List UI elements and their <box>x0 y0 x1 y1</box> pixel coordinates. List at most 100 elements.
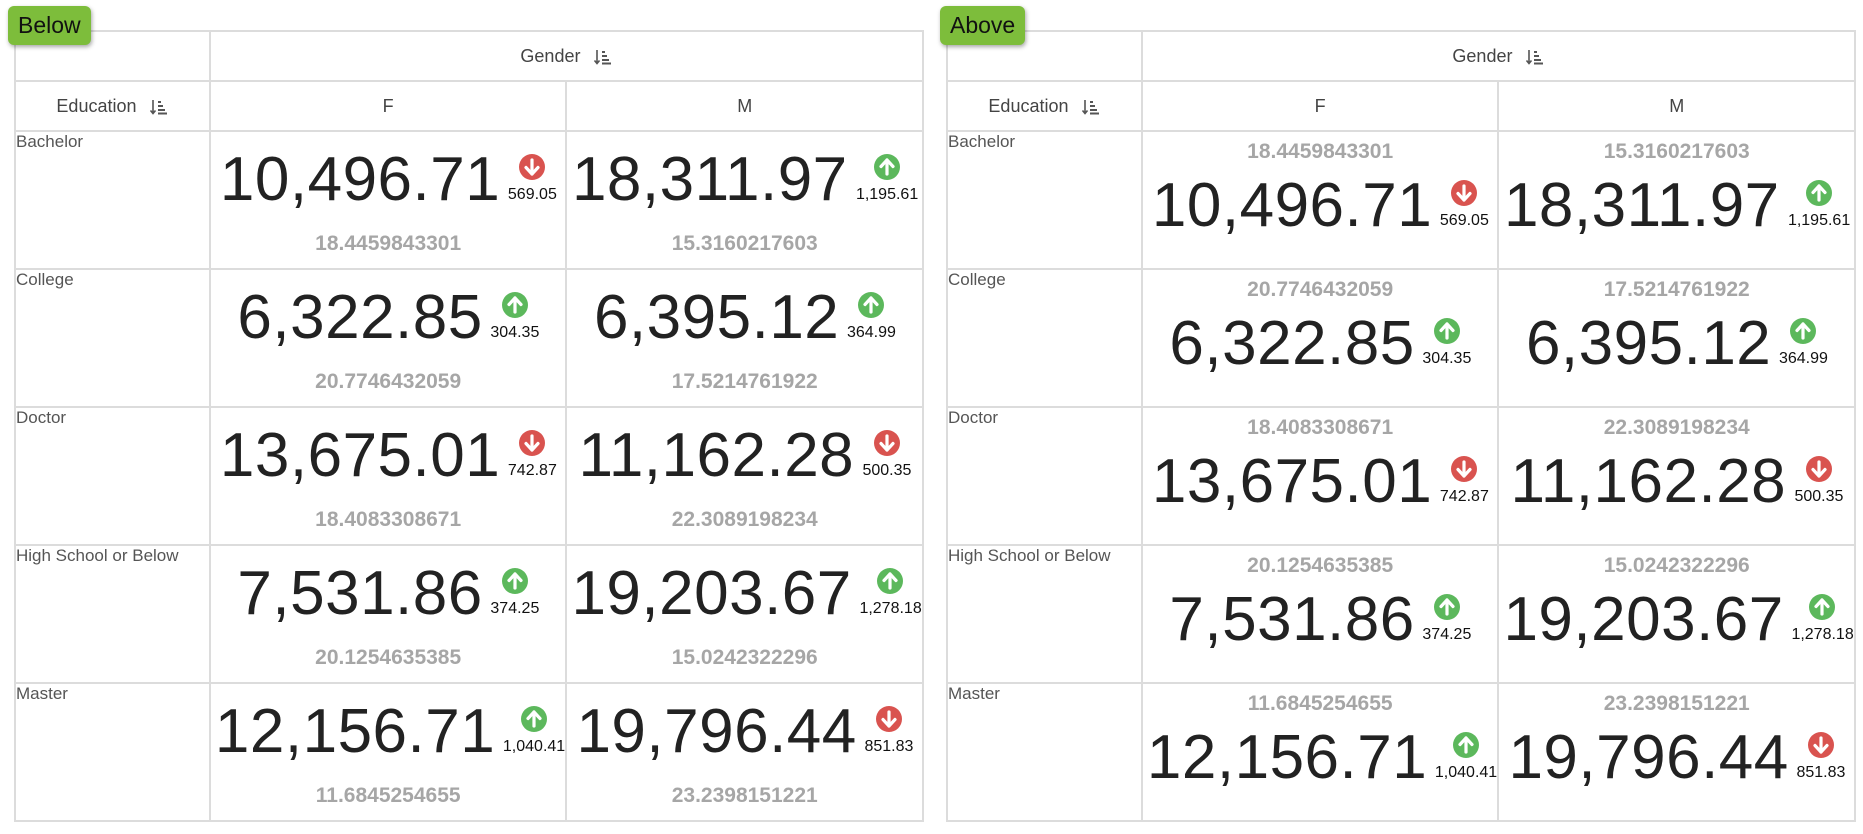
kpi-cell[interactable]: 15.0242322296 19,203.67 1,278.18 <box>565 544 924 684</box>
column-group-label: Gender <box>520 45 581 66</box>
kpi-cell[interactable]: 15.3160217603 18,311.97 1,195.61 <box>1497 130 1856 270</box>
table-row: Doctor 18.4083308671 13,675.01 742.87 22… <box>14 406 924 546</box>
column-group-label: Gender <box>1452 45 1513 66</box>
secondary-value: 15.3160217603 <box>1603 140 1750 163</box>
table-row: College 20.7746432059 6,322.85 304.35 17… <box>14 268 924 408</box>
kpi-cell[interactable]: 15.3160217603 18,311.97 1,195.61 <box>565 130 924 270</box>
table-row: Bachelor 18.4459843301 10,496.71 569.05 … <box>14 130 924 270</box>
sort-icon[interactable] <box>150 98 168 116</box>
delta-value: 304.35 <box>490 324 540 341</box>
primary-value: 11,162.28 <box>1510 447 1787 516</box>
secondary-value: 20.7746432059 <box>1247 278 1394 301</box>
secondary-value: 17.5214761922 <box>1603 278 1750 301</box>
primary-value: 18,311.97 <box>1503 171 1780 240</box>
row-label[interactable]: High School or Below <box>14 544 211 684</box>
row-label[interactable]: Bachelor <box>14 130 211 270</box>
column-group-header[interactable]: Gender <box>208 30 925 82</box>
delta-value: 500.35 <box>1794 488 1844 505</box>
secondary-value: 15.0242322296 <box>1603 554 1750 577</box>
row-header[interactable]: Education <box>14 80 211 132</box>
column-header-f[interactable]: F <box>1140 80 1500 132</box>
column-group-header[interactable]: Gender <box>1140 30 1857 82</box>
primary-value: 6,395.12 <box>593 283 840 352</box>
arrow-up-circle-icon <box>501 568 528 594</box>
arrow-up-circle-icon <box>1433 594 1460 620</box>
row-label[interactable]: High School or Below <box>946 544 1143 684</box>
secondary-value: 18.4083308671 <box>1247 416 1394 439</box>
kpi-cell[interactable]: 18.4459843301 10,496.71 569.05 <box>208 130 568 270</box>
panel-above: Above Gender Education F M Bachelor 18.4… <box>940 6 1857 825</box>
secondary-value: 11.6845254655 <box>315 784 461 807</box>
arrow-up-circle-icon <box>858 292 885 318</box>
row-label[interactable]: College <box>14 268 211 408</box>
row-label[interactable]: Master <box>14 682 211 822</box>
kpi-cell[interactable]: 11.6845254655 12,156.71 1,040.41 <box>208 682 568 822</box>
column-header-m[interactable]: M <box>1497 80 1856 132</box>
arrow-down-circle-icon <box>1451 180 1478 206</box>
kpi-cell[interactable]: 11.6845254655 12,156.71 1,040.41 <box>1140 682 1500 822</box>
column-header-m[interactable]: M <box>565 80 924 132</box>
delta-value: 569.05 <box>1439 212 1489 229</box>
delta-value: 1,040.41 <box>1434 764 1498 781</box>
sort-icon[interactable] <box>594 48 612 66</box>
delta-value: 1,278.18 <box>859 600 922 617</box>
row-label[interactable]: College <box>946 268 1143 408</box>
delta-value: 364.99 <box>1778 350 1828 367</box>
kpi-cell[interactable]: 18.4083308671 13,675.01 742.87 <box>208 406 568 546</box>
kpi-cell[interactable]: 22.3089198234 11,162.28 500.35 <box>1497 406 1856 546</box>
kpi-cell[interactable]: 17.5214761922 6,395.12 364.99 <box>1497 268 1856 408</box>
secondary-value: 23.2398151221 <box>671 784 818 807</box>
row-label[interactable]: Bachelor <box>946 130 1143 270</box>
delta-value: 374.25 <box>490 600 540 617</box>
table-row: College 20.7746432059 6,322.85 304.35 17… <box>946 268 1856 408</box>
kpi-cell[interactable]: 20.7746432059 6,322.85 304.35 <box>208 268 568 408</box>
primary-value: 18,311.97 <box>571 145 848 214</box>
primary-value: 7,531.86 <box>1169 585 1415 654</box>
delta-value: 742.87 <box>507 462 557 479</box>
arrow-down-circle-icon <box>519 154 546 180</box>
kpi-cell[interactable]: 23.2398151221 19,796.44 851.83 <box>1497 682 1856 822</box>
table-row: Master 11.6845254655 12,156.71 1,040.41 … <box>14 682 924 822</box>
primary-value: 6,322.85 <box>1169 309 1415 378</box>
delta-value: 500.35 <box>862 462 912 479</box>
secondary-value: 18.4459843301 <box>1247 140 1394 163</box>
row-label[interactable]: Doctor <box>946 406 1143 546</box>
secondary-value: 20.7746432059 <box>315 370 462 393</box>
table-row: High School or Below 20.1254635385 7,531… <box>946 544 1856 684</box>
table-row: Bachelor 18.4459843301 10,496.71 569.05 … <box>946 130 1856 270</box>
arrow-up-circle-icon <box>1809 594 1836 620</box>
delta-value: 1,040.41 <box>502 738 566 755</box>
row-label[interactable]: Master <box>946 682 1143 822</box>
panel-tag: Above <box>940 6 1026 45</box>
column-header-f[interactable]: F <box>208 80 568 132</box>
kpi-cell[interactable]: 22.3089198234 11,162.28 500.35 <box>565 406 924 546</box>
kpi-cell[interactable]: 18.4459843301 10,496.71 569.05 <box>1140 130 1500 270</box>
primary-value: 19,796.44 <box>576 697 857 766</box>
primary-value: 10,496.71 <box>219 145 501 214</box>
delta-value: 851.83 <box>864 738 914 755</box>
secondary-value: 11.6845254655 <box>1247 692 1393 715</box>
primary-value: 11,162.28 <box>578 421 855 490</box>
primary-value: 10,496.71 <box>1151 171 1433 240</box>
kpi-cell[interactable]: 17.5214761922 6,395.12 364.99 <box>565 268 924 408</box>
secondary-value: 22.3089198234 <box>1603 416 1750 439</box>
kpi-cell[interactable]: 23.2398151221 19,796.44 851.83 <box>565 682 924 822</box>
arrow-up-circle-icon <box>1790 318 1817 344</box>
arrow-down-circle-icon <box>1807 732 1834 758</box>
sort-icon[interactable] <box>1082 98 1100 116</box>
kpi-cell[interactable]: 18.4083308671 13,675.01 742.87 <box>1140 406 1500 546</box>
kpi-cell[interactable]: 20.1254635385 7,531.86 374.25 <box>1140 544 1500 684</box>
row-header[interactable]: Education <box>946 80 1143 132</box>
panel-below: Below Gender Education F M Bachelor 18.4… <box>8 6 925 825</box>
primary-value: 13,675.01 <box>1151 447 1433 516</box>
arrow-down-circle-icon <box>873 430 900 456</box>
secondary-value: 15.3160217603 <box>671 232 818 255</box>
kpi-cell[interactable]: 20.7746432059 6,322.85 304.35 <box>1140 268 1500 408</box>
panel-tag: Below <box>8 6 91 45</box>
kpi-cell[interactable]: 15.0242322296 19,203.67 1,278.18 <box>1497 544 1856 684</box>
pivot-table: Gender Education F M Bachelor 18.4459843… <box>14 30 925 822</box>
kpi-cell[interactable]: 20.1254635385 7,531.86 374.25 <box>208 544 568 684</box>
row-label[interactable]: Doctor <box>14 406 211 546</box>
sort-icon[interactable] <box>1526 48 1544 66</box>
row-header-label: Education <box>988 95 1069 116</box>
